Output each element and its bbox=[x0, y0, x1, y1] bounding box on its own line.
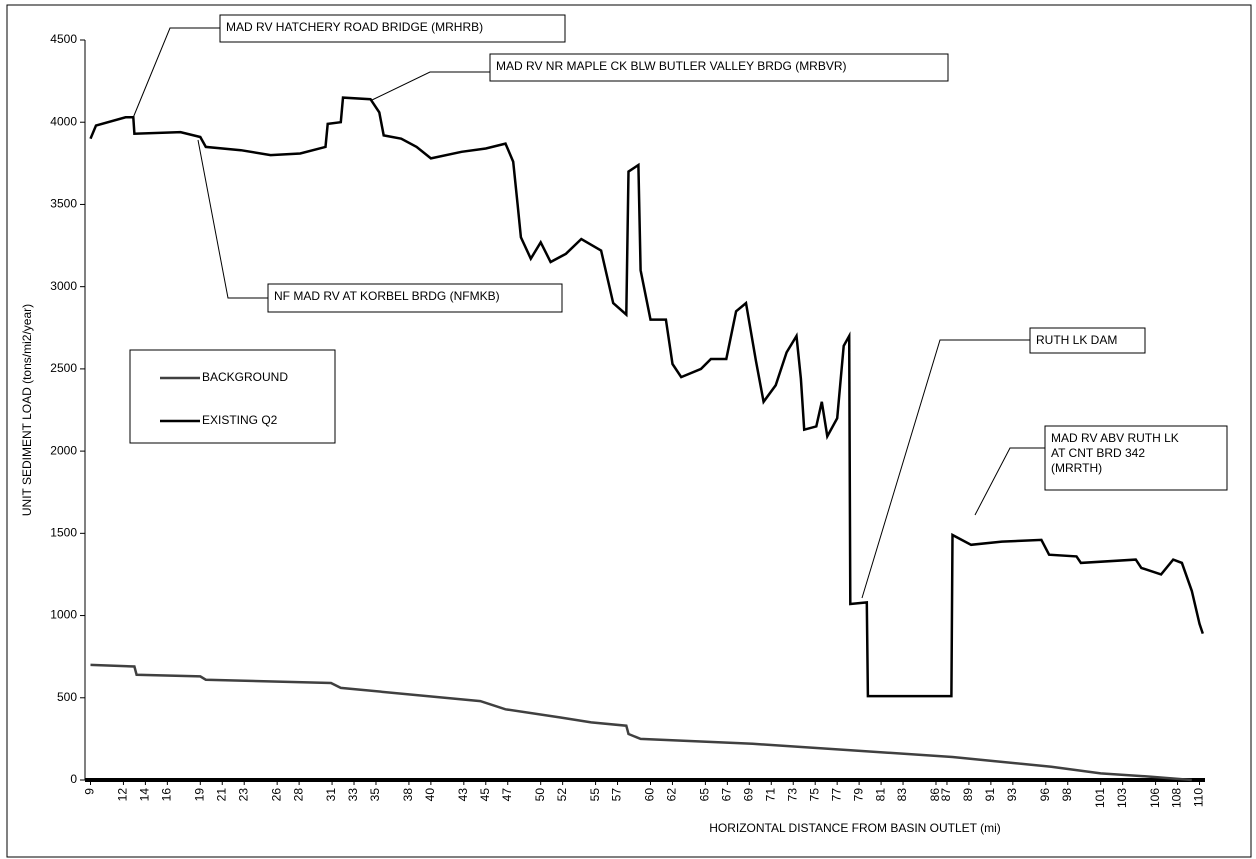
x-tick-label: 86 bbox=[928, 788, 942, 802]
x-tick-label: 43 bbox=[456, 788, 470, 802]
annotation-box bbox=[1029, 327, 1146, 354]
x-tick-label: 69 bbox=[741, 788, 755, 802]
series-line bbox=[89, 96, 1204, 698]
x-tick-label: 31 bbox=[324, 788, 338, 802]
annotation-leader bbox=[371, 71, 490, 101]
x-tick-label: 77 bbox=[829, 788, 843, 802]
annotation-box bbox=[489, 53, 949, 82]
annotation-text: (MRRTH) bbox=[1051, 461, 1102, 475]
x-tick-label: 38 bbox=[401, 788, 415, 802]
x-tick-label: 67 bbox=[720, 788, 734, 802]
annotation-text: AT CNT BRD 342 bbox=[1051, 446, 1145, 460]
x-tick-label: 101 bbox=[1093, 788, 1107, 808]
x-tick-label: 28 bbox=[291, 788, 305, 802]
x-tick-label: 81 bbox=[873, 788, 887, 802]
x-axis-label: HORIZONTAL DISTANCE FROM BASIN OUTLET (m… bbox=[709, 821, 1001, 835]
x-tick-label: 75 bbox=[807, 788, 821, 802]
y-tick-label: 500 bbox=[57, 690, 77, 704]
x-tick-label: 106 bbox=[1148, 788, 1162, 808]
x-tick-label: 60 bbox=[643, 788, 657, 802]
annotation-leader bbox=[974, 447, 1045, 516]
y-tick-label: 1500 bbox=[50, 526, 77, 540]
x-tick-label: 26 bbox=[269, 788, 283, 802]
annotation-leader bbox=[861, 339, 1030, 599]
x-tick-label: 47 bbox=[500, 788, 514, 802]
y-tick-label: 2000 bbox=[50, 443, 77, 457]
x-tick-label: 21 bbox=[214, 788, 228, 802]
x-tick-label: 40 bbox=[423, 788, 437, 802]
y-tick-label: 2500 bbox=[50, 361, 77, 375]
x-tick-label: 108 bbox=[1170, 788, 1184, 808]
y-tick-label: 4000 bbox=[50, 114, 77, 128]
x-tick-label: 19 bbox=[192, 788, 206, 802]
x-tick-label: 98 bbox=[1060, 788, 1074, 802]
x-tick-label: 50 bbox=[533, 788, 547, 802]
x-tick-label: 71 bbox=[763, 788, 777, 802]
legend-box bbox=[129, 349, 336, 444]
y-tick-label: 0 bbox=[70, 772, 77, 786]
annotation-leader bbox=[132, 27, 220, 119]
annotation-box bbox=[1044, 425, 1228, 491]
x-tick-label: 89 bbox=[961, 788, 975, 802]
x-tick-label: 14 bbox=[138, 788, 152, 802]
x-tick-label: 45 bbox=[478, 788, 492, 802]
annotation-text: MAD RV ABV RUTH LK bbox=[1051, 431, 1179, 445]
x-tick-label: 65 bbox=[698, 788, 712, 802]
x-tick-label: 23 bbox=[236, 788, 250, 802]
x-tick-label: 33 bbox=[346, 788, 360, 802]
y-tick-label: 1000 bbox=[50, 608, 77, 622]
x-tick-label: 96 bbox=[1038, 788, 1052, 802]
x-tick-label: 103 bbox=[1115, 788, 1129, 808]
x-tick-label: 93 bbox=[1005, 788, 1019, 802]
x-tick-label: 110 bbox=[1192, 788, 1206, 807]
y-axis-label: UNIT SEDIMENT LOAD (tons/mi2/year) bbox=[20, 304, 34, 516]
annotation-text: MAD RV NR MAPLE CK BLW BUTLER VALLEY BRD… bbox=[496, 59, 847, 73]
annotation-text: MAD RV HATCHERY ROAD BRIDGE (MRHRB) bbox=[226, 20, 483, 34]
annotation-box bbox=[219, 14, 566, 43]
series-line bbox=[90, 663, 1192, 782]
y-tick-label: 4500 bbox=[50, 32, 77, 46]
annotation-text: NF MAD RV AT KORBEL BRDG (NFMKB) bbox=[274, 289, 500, 303]
annotation-leader bbox=[197, 139, 268, 299]
x-tick-label: 35 bbox=[368, 788, 382, 802]
x-tick-label: 57 bbox=[610, 788, 624, 802]
x-tick-label: 73 bbox=[785, 788, 799, 802]
legend-label: EXISTING Q2 bbox=[202, 413, 278, 427]
x-tick-label: 83 bbox=[895, 788, 909, 802]
x-tick-label: 52 bbox=[555, 788, 569, 802]
legend-label: BACKGROUND bbox=[202, 370, 288, 384]
x-tick-label: 16 bbox=[160, 788, 174, 802]
annotation-text: RUTH LK DAM bbox=[1036, 333, 1117, 347]
frame bbox=[6, 4, 1252, 858]
y-tick-label: 3000 bbox=[50, 279, 77, 293]
y-tick-label: 3500 bbox=[50, 197, 77, 211]
x-tick-label: 87 bbox=[939, 788, 953, 802]
x-tick-label: 79 bbox=[851, 788, 865, 802]
x-tick-label: 91 bbox=[983, 788, 997, 802]
x-tick-label: 12 bbox=[116, 788, 130, 802]
x-tick-label: 9 bbox=[83, 788, 97, 795]
annotation-box bbox=[267, 283, 563, 313]
x-tick-label: 55 bbox=[588, 788, 602, 802]
x-tick-label: 62 bbox=[665, 788, 679, 802]
